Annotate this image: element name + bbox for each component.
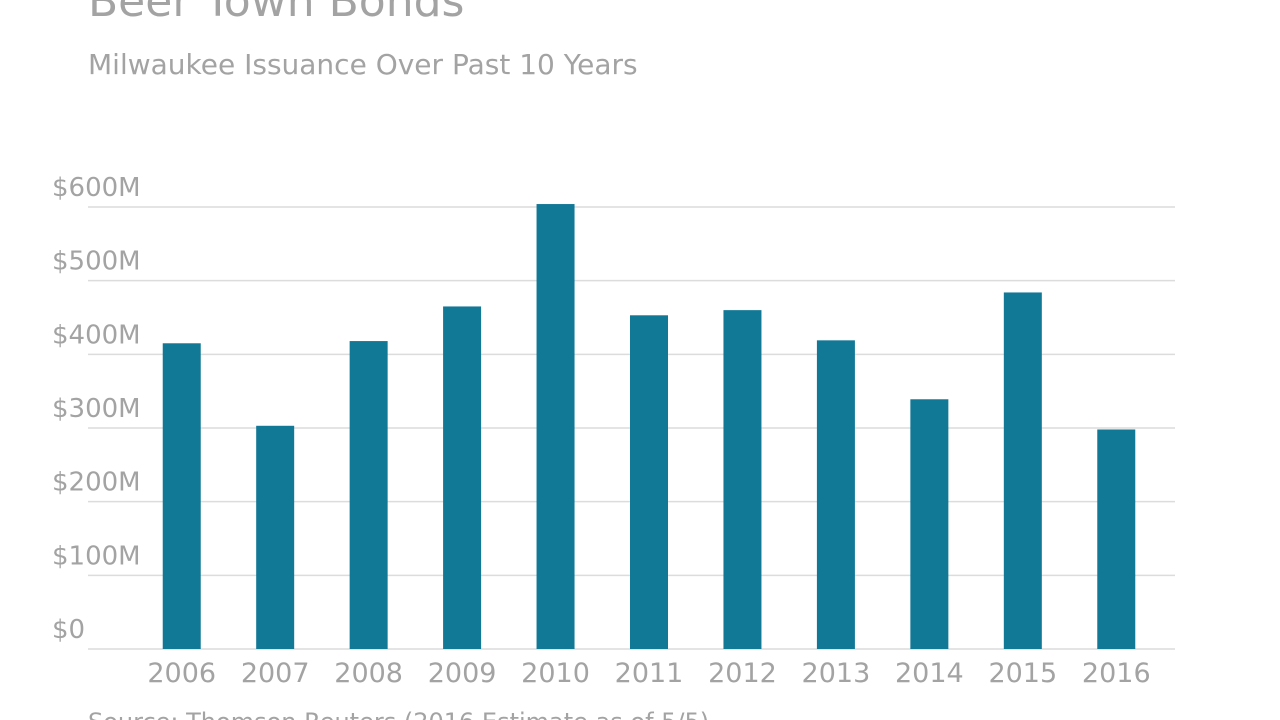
x-tick-label: 2009 bbox=[428, 658, 497, 689]
x-tick-label: 2010 bbox=[521, 658, 590, 689]
bar bbox=[443, 306, 482, 649]
y-tick-label: $100M bbox=[52, 541, 141, 571]
bar bbox=[1003, 292, 1042, 649]
bar bbox=[162, 343, 201, 649]
bar bbox=[1097, 429, 1136, 649]
bar bbox=[723, 310, 762, 649]
y-tick-label: $300M bbox=[52, 394, 141, 424]
bar bbox=[256, 425, 295, 649]
x-tick-label: 2013 bbox=[802, 658, 871, 689]
y-tick-label: $200M bbox=[52, 468, 141, 498]
x-tick-label: 2016 bbox=[1082, 658, 1151, 689]
bar bbox=[816, 340, 855, 649]
x-tick-label: 2012 bbox=[708, 658, 777, 689]
x-tick-label: 2015 bbox=[988, 658, 1057, 689]
x-tick-label: 2006 bbox=[147, 658, 216, 689]
chart-subtitle: Milwaukee Issuance Over Past 10 Years bbox=[88, 48, 638, 81]
x-tick-label: 2007 bbox=[241, 658, 310, 689]
bar bbox=[536, 204, 575, 649]
x-tick-label: 2008 bbox=[334, 658, 403, 689]
x-tick-label: 2014 bbox=[895, 658, 964, 689]
source-note: Source: Thomson Reuters (2016 Estimate a… bbox=[88, 708, 709, 720]
y-tick-label: $0 bbox=[52, 615, 85, 645]
bar bbox=[349, 341, 388, 649]
y-tick-label: $600M bbox=[52, 173, 141, 203]
chart-title: Beer Town Bonds bbox=[88, 0, 464, 27]
bar bbox=[630, 315, 668, 649]
y-tick-label: $400M bbox=[52, 320, 141, 350]
y-tick-label: $500M bbox=[52, 247, 141, 277]
bar bbox=[910, 399, 949, 649]
x-tick-label: 2011 bbox=[615, 658, 684, 689]
